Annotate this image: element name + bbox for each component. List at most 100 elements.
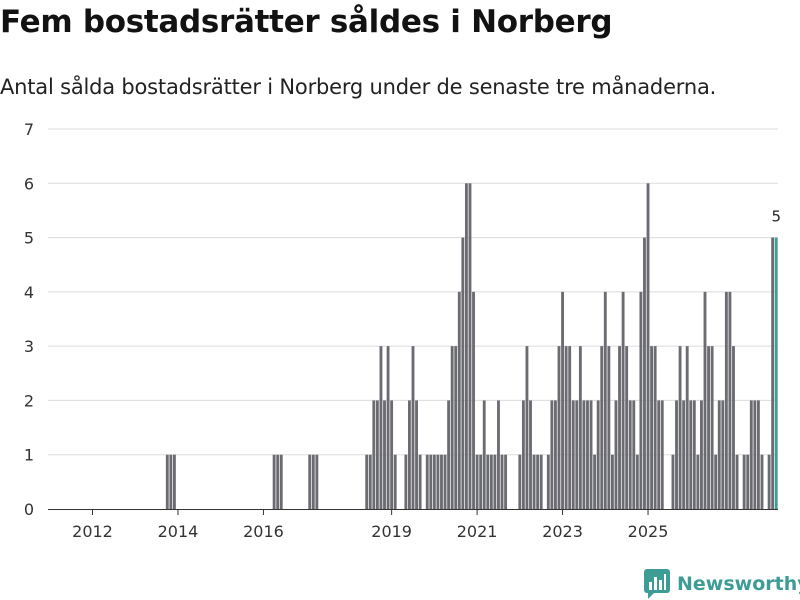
bar <box>379 346 383 509</box>
y-tick-label: 1 <box>24 446 34 465</box>
bar <box>657 400 661 509</box>
bar <box>703 291 707 509</box>
bar-chart: 0 1 2 3 4 5 6 7 2012 2014 2016 2019 2021 2023 2025 5 <box>24 120 781 541</box>
bar <box>482 400 486 509</box>
bar <box>682 400 686 509</box>
bar <box>432 454 436 509</box>
bar <box>386 346 390 509</box>
bar <box>539 454 543 509</box>
bar <box>365 454 369 509</box>
newsworthy-logo-icon <box>644 569 670 599</box>
bar <box>315 454 319 509</box>
x-tick-label: 2021 <box>457 522 498 541</box>
bar <box>529 400 532 509</box>
newsworthy-logo-text: Newsworthy <box>677 573 800 595</box>
bar <box>607 346 611 509</box>
bar <box>521 400 525 509</box>
x-tick-label: 2025 <box>628 522 669 541</box>
bar <box>568 346 572 509</box>
y-tick-label: 0 <box>24 500 34 519</box>
bar <box>653 346 657 509</box>
bar <box>635 454 639 509</box>
bar <box>575 400 579 509</box>
bar <box>436 454 440 509</box>
x-tick-label: 2019 <box>371 522 412 541</box>
x-axis: 2012 2014 2016 2019 2021 2023 2025 <box>48 509 778 541</box>
bar <box>721 400 725 509</box>
y-tick-label: 7 <box>24 120 34 139</box>
bar <box>767 454 771 509</box>
bar <box>689 400 693 509</box>
bar <box>554 400 557 509</box>
annotations: 5 <box>771 208 781 226</box>
bars <box>165 183 778 510</box>
x-tick-label: 2016 <box>243 522 284 541</box>
bar <box>536 454 540 509</box>
bar <box>696 454 700 509</box>
bar <box>717 400 721 509</box>
bar <box>678 346 682 509</box>
bar <box>525 346 529 509</box>
chart-title: Fem bostadsrätter såldes i Norberg <box>0 4 613 40</box>
bar <box>415 400 418 509</box>
bar <box>450 346 454 509</box>
y-tick-label: 3 <box>24 337 34 356</box>
bar <box>603 291 607 509</box>
bar <box>714 454 718 509</box>
bar <box>383 400 386 509</box>
bar <box>707 346 710 509</box>
bar <box>639 291 643 509</box>
bar <box>443 454 447 509</box>
bar <box>578 346 582 509</box>
bar <box>735 454 739 509</box>
bar <box>671 454 675 509</box>
bar <box>586 400 589 509</box>
last-value-label: 5 <box>771 208 781 226</box>
bar <box>756 400 760 509</box>
bar <box>475 454 479 509</box>
bar <box>660 400 664 509</box>
bar <box>742 454 746 509</box>
bar <box>489 454 493 509</box>
bar <box>486 454 490 509</box>
bar <box>557 346 561 509</box>
bar <box>628 400 632 509</box>
bar <box>308 454 312 509</box>
bar <box>500 454 504 509</box>
bar <box>614 400 618 509</box>
bar <box>464 183 468 509</box>
bar <box>561 291 564 509</box>
bar <box>749 400 753 509</box>
bar <box>610 454 614 509</box>
bar <box>393 454 397 509</box>
x-tick-label: 2012 <box>72 522 113 541</box>
y-tick-label: 5 <box>24 229 34 248</box>
x-tick-label: 2014 <box>158 522 199 541</box>
bar <box>479 454 483 509</box>
bar <box>418 454 422 509</box>
bar <box>411 346 415 509</box>
bar <box>504 454 508 509</box>
y-axis-labels: 0 1 2 3 4 5 6 7 <box>24 120 34 519</box>
bar <box>390 400 394 509</box>
bar-highlight <box>774 237 778 510</box>
bar <box>408 400 411 509</box>
bar <box>546 454 550 509</box>
bar <box>746 454 750 509</box>
bar <box>172 454 176 509</box>
bar <box>710 346 714 509</box>
y-tick-label: 6 <box>24 174 34 193</box>
bar <box>532 454 536 509</box>
bar <box>600 346 604 509</box>
y-tick-label: 4 <box>24 283 34 302</box>
bar <box>643 237 646 510</box>
bar <box>593 454 597 509</box>
bar <box>589 400 593 509</box>
bar <box>429 454 433 509</box>
bar <box>447 400 451 509</box>
bar <box>550 400 554 509</box>
bar <box>468 183 472 509</box>
bar <box>425 454 429 509</box>
bar <box>497 400 500 509</box>
x-tick-label: 2023 <box>542 522 583 541</box>
